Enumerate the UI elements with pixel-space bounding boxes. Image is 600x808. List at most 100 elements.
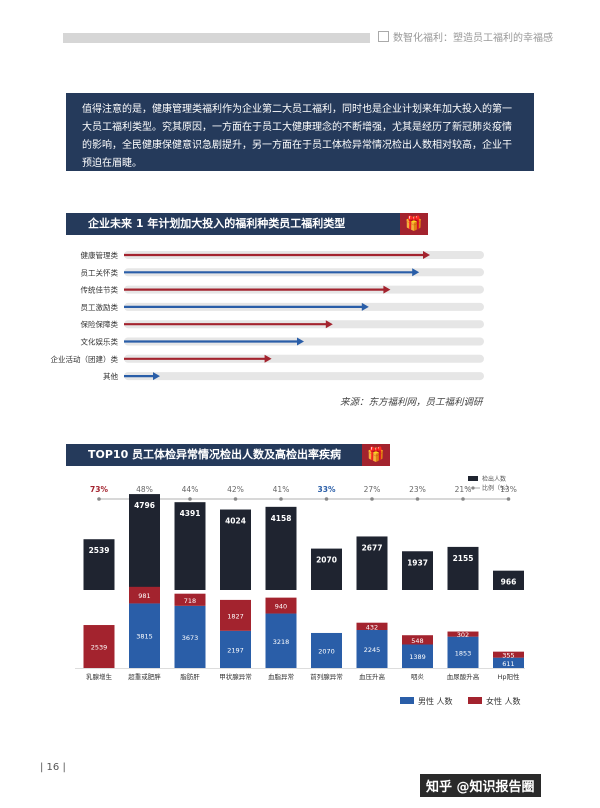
- chart2-female-bar: [265, 597, 297, 614]
- watermark-logo: 知乎 @知识报告圈: [420, 774, 541, 797]
- chart2-ratio-point: [324, 497, 329, 501]
- chart1-bar-arrowhead: [264, 354, 272, 363]
- chart2-total-bar: [83, 539, 115, 590]
- chart2-ratio-point: [97, 497, 101, 501]
- chart2-total-label: 2539: [89, 546, 110, 555]
- legend-total-label: 检出人数: [482, 475, 506, 483]
- legend-ratio-label: 比例（%）: [482, 484, 512, 492]
- chart2-male-label: 2070: [318, 647, 335, 655]
- chart1-title: 企业未来 1 年计划加大投入的福利种类员工福利类型: [66, 213, 428, 235]
- chart1-bar-arrowhead: [423, 251, 430, 259]
- chart2-ratio-label: 33%: [318, 485, 336, 494]
- legend-total-swatch: [468, 476, 478, 481]
- gift-icon: 🎁: [362, 444, 390, 466]
- gift-icon: 🎁: [400, 213, 428, 235]
- chart2-male-bar: [265, 613, 297, 668]
- chart2-total-label: 2677: [362, 543, 383, 552]
- chart2-male-bar: [129, 603, 160, 668]
- chart2-ratio-point: [461, 497, 465, 501]
- chart2-female-bar: [83, 625, 115, 668]
- chart1-track: [124, 354, 484, 363]
- chart2-ratio-label: 73%: [90, 485, 108, 494]
- chart1-bar-arrowhead: [383, 285, 391, 294]
- header-title-text: 数智化福利：塑造员工福利的幸福感: [393, 33, 553, 44]
- chart1-bar-arrowhead: [297, 337, 304, 346]
- chart2-male-bar: [402, 644, 433, 668]
- chart2-ratio-point: [188, 497, 192, 501]
- chart1-source: 来源：东方福利网，员工福利调研: [340, 397, 483, 408]
- chart2-ratio-label: 41%: [273, 485, 290, 494]
- chart2-male-label: 1853: [455, 649, 472, 657]
- chart2-female-bar: [447, 631, 479, 637]
- chart2-female-label: 981: [138, 592, 150, 600]
- intro-box: 值得注意的是，健康管理类福利作为企业第二大员工福利，同时也是企业计划来年加大投入…: [66, 93, 534, 171]
- chart2-ratio-label: 13%: [500, 485, 517, 494]
- chart1-category-label: 员工关怀类: [81, 267, 119, 277]
- chart2-ratio-point: [233, 497, 238, 501]
- chart1-category-label: 员工激励类: [81, 302, 119, 312]
- chart2-total-bar: [220, 509, 251, 590]
- chart2-ratio-label: 44%: [182, 485, 199, 494]
- chart2-male-bar: [493, 657, 524, 668]
- header-title: 数智化福利：塑造员工福利的幸福感: [378, 29, 553, 44]
- chart2-male-bar: [447, 636, 479, 668]
- chart2-category-label: Hp阳性: [497, 672, 520, 681]
- chart1-category-label: 健康管理类: [81, 250, 119, 260]
- chart2-male-bar: [174, 605, 206, 668]
- chart2-female-label: 2539: [91, 644, 108, 652]
- chart2-ratio-point: [370, 497, 374, 501]
- chart2-total-label: 1937: [407, 558, 428, 567]
- chart2-ratio-label: 42%: [227, 485, 244, 494]
- chart2-svg: 73% 2539 2539 乳腺增生 48% 4796 3815 981 超重或肥胖 44% 439…: [75, 475, 525, 706]
- chart2-ratio-label: 48%: [136, 485, 153, 494]
- chart2-male-bar: [356, 630, 388, 668]
- chart1-category-label: 文化娱乐类: [81, 337, 119, 347]
- chart2-total-bar: [129, 494, 160, 590]
- chart2-total-label: 4158: [271, 514, 292, 523]
- chart2-female-bar: [220, 599, 251, 631]
- chart2-ratio-point: [506, 497, 511, 501]
- chart2-female-bar: [356, 622, 388, 631]
- chart2-female-label: 940: [275, 603, 287, 611]
- chart1-svg: 健康管理类员工关怀类传统佳节类员工激励类保险保障类文化娱乐类企业活动（团建）类其…: [51, 250, 484, 381]
- chart2-female-label: 718: [184, 597, 196, 605]
- chart1-category-label: 传统佳节类: [81, 285, 119, 295]
- chart2-total-bar: [174, 502, 206, 590]
- chart1-track: [124, 372, 484, 381]
- chart2-female-label: 548: [411, 637, 423, 645]
- chart2-total-bar: [311, 548, 342, 590]
- chart2-female-bar: [174, 593, 206, 606]
- chart2-ratio-point: [415, 497, 420, 501]
- chart2-category-label: 血尿酸升高: [447, 672, 480, 681]
- chart1-category-label: 其他: [103, 371, 118, 381]
- chart1-category-label: 保险保障类: [81, 319, 119, 329]
- chart2-total-label: 4391: [180, 509, 201, 518]
- chart2-female-bar: [129, 586, 160, 604]
- chart2-total-label: 966: [501, 578, 517, 587]
- chart1-bar-arrowhead: [361, 302, 369, 311]
- chart2-ratio-point: [279, 497, 283, 501]
- chart2-category-label: 前列腺异常: [310, 672, 343, 681]
- chart2-total-bar: [402, 551, 433, 590]
- chart2-title-text: TOP10 员工体检异常情况检出人数及高检出率疾病: [88, 448, 342, 461]
- chart2-title: TOP10 员工体检异常情况检出人数及高检出率疾病: [66, 444, 390, 466]
- chart2-total-label: 4796: [134, 501, 155, 510]
- header-bar: [63, 33, 370, 43]
- chart2-category-label: 血脂异常: [268, 672, 294, 681]
- chart2-total-label: 4024: [225, 517, 246, 526]
- chart2-category-label: 血压升高: [359, 672, 386, 681]
- legend-female-label: 女性 人数: [486, 696, 521, 706]
- chart2-total-bar: [447, 546, 479, 590]
- chart2-category-label: 咽炎: [411, 673, 425, 681]
- gift-icon: [378, 31, 389, 42]
- chart2-male-label: 2197: [227, 646, 244, 654]
- chart1-title-text: 企业未来 1 年计划加大投入的福利种类员工福利类型: [88, 217, 346, 230]
- chart2-female-bar: [493, 651, 524, 658]
- legend-male-swatch: [400, 697, 414, 704]
- chart2-category-label: 甲状腺异常: [219, 672, 252, 681]
- chart2-total-label: 2070: [316, 556, 337, 565]
- chart2-male-label: 2245: [364, 646, 381, 654]
- chart2-female-label: 432: [366, 623, 378, 631]
- chart2-female-label: 355: [502, 652, 514, 660]
- chart1-bar-arrowhead: [153, 372, 160, 381]
